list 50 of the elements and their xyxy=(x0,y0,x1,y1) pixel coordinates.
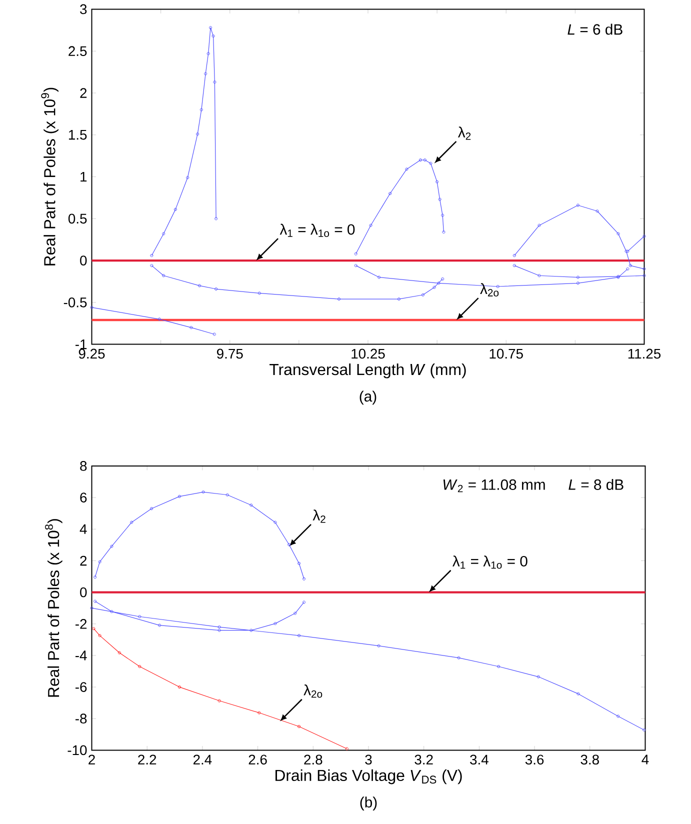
y-tick-label: -6 xyxy=(75,682,87,692)
x-tick-label: 10.25 xyxy=(352,348,385,359)
y-tick-label: -8 xyxy=(75,714,87,724)
x-tick-label: 3.6 xyxy=(525,754,544,765)
y-tick-label: 1 xyxy=(80,172,87,182)
y-tick-label: 0.5 xyxy=(68,214,87,224)
x-axis-title: Transversal Length W (mm) xyxy=(269,363,466,378)
y-tick-label: -10 xyxy=(68,745,87,756)
x-tick-label: 2.8 xyxy=(304,754,322,765)
annotation: L = 8 dB xyxy=(568,479,624,490)
y-tick-label: 3 xyxy=(80,4,87,14)
annotation: λ$_{2}$ xyxy=(458,126,471,140)
x-tick-label: 3 xyxy=(365,754,372,765)
y-axis-title: Real Part of Poles (x 10$^{8}$) xyxy=(44,519,62,697)
y-tick-label: 8 xyxy=(80,461,87,471)
x-tick-label: 3.8 xyxy=(580,754,599,765)
annotation: W$_{2}$ = 11.08 mm xyxy=(443,479,545,492)
text: (a) xyxy=(360,390,376,405)
x-tick-label: 11.25 xyxy=(628,348,660,359)
text: (b) xyxy=(360,796,377,810)
y-tick-label: 0 xyxy=(80,256,87,266)
annotation: λ$_{2o}$ xyxy=(304,684,322,698)
y-tick-label: 1.5 xyxy=(68,130,87,140)
annotation: λ$_{1}$ = λ$_{1o}$ = 0 xyxy=(280,224,355,237)
y-tick-label: 2.5 xyxy=(68,46,87,56)
annotation: λ$_{2o}$ xyxy=(480,283,499,296)
x-tick-label: 3.2 xyxy=(414,754,433,765)
x-tick-label: 9.75 xyxy=(216,348,243,359)
x-tick-label: 3.4 xyxy=(470,754,488,765)
x-tick-label: 2.4 xyxy=(193,754,212,764)
y-tick-label: -0.5 xyxy=(64,297,87,308)
x-tick-label: 2.2 xyxy=(138,754,156,764)
x-tick-label: 2.6 xyxy=(248,754,267,765)
y-axis-title: Real Part of Poles (x 10$^{9}$) xyxy=(41,88,58,266)
y-tick-label: 2 xyxy=(80,556,87,566)
y-tick-label: 0 xyxy=(80,587,87,598)
y-tick-label: 6 xyxy=(80,492,87,502)
y-tick-label: -1 xyxy=(75,340,87,350)
y-tick-label: -2 xyxy=(75,619,87,629)
x-axis-title: Drain Bias Voltage V$_{DS}$ (V) xyxy=(275,769,462,784)
annotation: L = 6 dB xyxy=(568,24,622,35)
y-tick-label: -4 xyxy=(75,650,87,660)
x-tick-label: 10.75 xyxy=(490,348,523,359)
x-tick-label: 9.25 xyxy=(78,348,105,359)
annotation: λ$_{1}$ = λ$_{1o}$ = 0 xyxy=(452,556,528,569)
x-tick-label: 4 xyxy=(642,754,649,764)
y-tick-label: 4 xyxy=(80,524,87,534)
annotation: λ$_{2}$ xyxy=(312,510,326,523)
x-tick-label: 2 xyxy=(88,754,95,764)
y-tick-label: 2 xyxy=(80,88,87,98)
